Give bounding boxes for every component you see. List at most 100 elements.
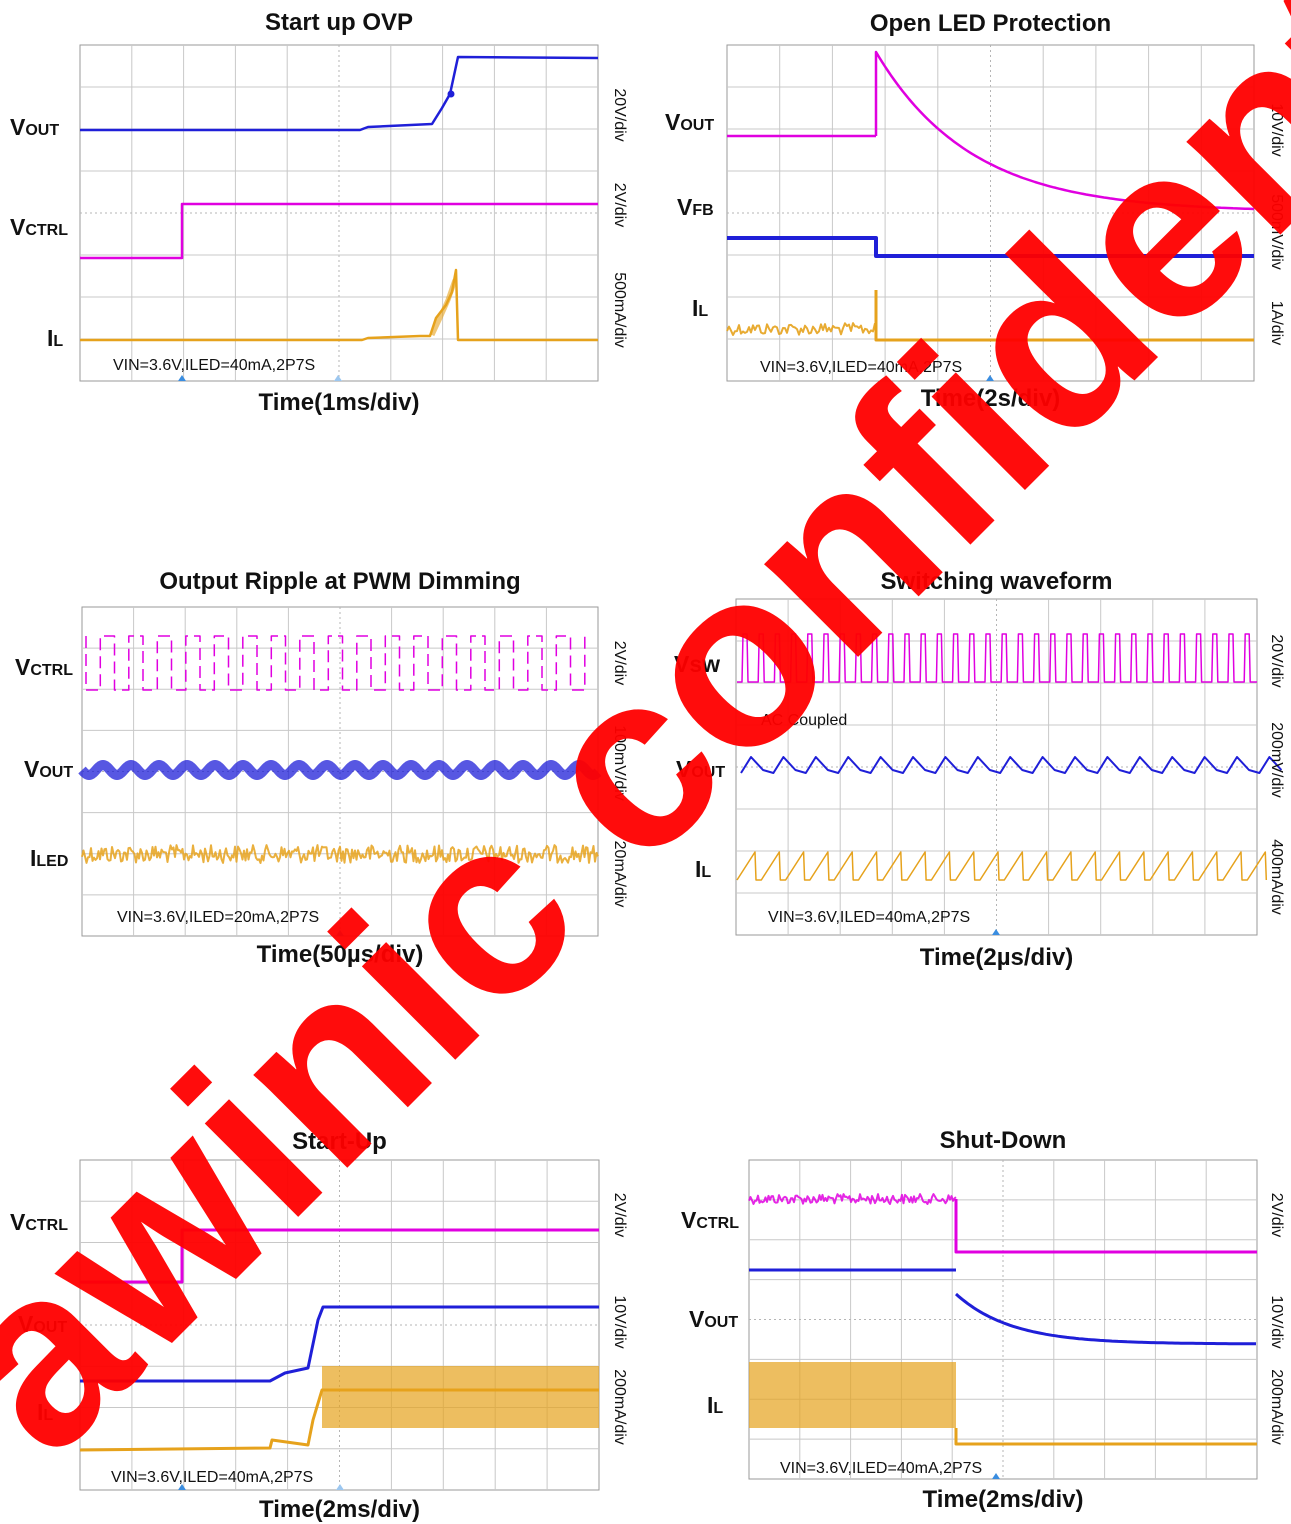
channel-scale: 2V/div <box>1268 1193 1285 1237</box>
signal-label-vctrl: VCTRL <box>15 654 73 680</box>
chart-title: Start up OVP <box>265 9 413 36</box>
scope-chart-5: Start-Up Time(2ms/div) VIN=3.6V,ILED=40mA,… <box>10 1128 628 1523</box>
test-condition: VIN=3.6V,ILED=40mA,2P7S <box>780 1460 982 1477</box>
x-axis-label: Time(2s/div) <box>921 385 1061 412</box>
signal-label-vout: VOUT <box>689 1306 738 1332</box>
signal-label-vctrl: VCTRL <box>681 1207 739 1233</box>
trace-blue <box>80 1305 599 1383</box>
signal-label-main: I <box>30 845 36 871</box>
scope-chart-1: Start up OVP Time(1ms/div) VIN=3.6V,ILED=4… <box>10 9 628 416</box>
signal-label-sub: OUT <box>33 1319 67 1336</box>
channel-scale: 500mV/div <box>1268 194 1285 270</box>
trace-magenta <box>85 635 586 691</box>
signal-label-main: Vsw <box>674 651 720 677</box>
coupling-annotation: AC Coupled <box>761 712 847 729</box>
signal-label-main: V <box>676 756 692 782</box>
signal-label-main: V <box>689 1306 705 1332</box>
signal-label-main: V <box>10 114 26 140</box>
signal-label-il: IL <box>37 1399 53 1425</box>
trace-envelope <box>322 1366 599 1428</box>
channel-scale: 20mA/div <box>611 841 628 908</box>
trace-blue <box>740 756 1283 774</box>
signal-label-vout: VOUT <box>24 756 73 782</box>
trace-blue <box>78 760 602 780</box>
signal-label-sub: OUT <box>680 117 714 134</box>
signal-label-vout: VOUT <box>18 1311 67 1337</box>
trace-orange <box>81 844 599 864</box>
signal-label-main: I <box>707 1392 713 1418</box>
x-axis-label: Time(1ms/div) <box>259 389 420 416</box>
signal-label-sub: FB <box>692 202 713 219</box>
signal-label-main: I <box>47 325 53 351</box>
signal-label-sub: CTRL <box>25 222 68 239</box>
signal-label-sub: L <box>698 303 708 320</box>
channel-scale: 100mV/div <box>611 725 628 801</box>
signal-label-il: IL <box>707 1392 723 1418</box>
channel-scale: 2V/div <box>611 1193 628 1237</box>
signal-label-vout: VOUT <box>676 756 725 782</box>
test-condition: VIN=3.6V,ILED=40mA,2P7S <box>113 357 315 374</box>
trigger-marker <box>334 375 342 381</box>
scope-chart-2: Open LED Protection Time(2s/div) VIN=3.6V,… <box>665 10 1285 412</box>
channel-scale: 2V/div <box>611 183 628 227</box>
signal-label-vout: VOUT <box>665 109 714 135</box>
signal-label-main: V <box>677 194 693 220</box>
trigger-marker <box>336 1484 344 1490</box>
traces <box>726 50 1255 342</box>
signal-label-vsw: Vsw <box>674 651 720 677</box>
trace-orange <box>954 1428 1257 1446</box>
signal-label-main: V <box>10 1209 26 1235</box>
traces <box>78 635 602 864</box>
channel-scale: 400mA/div <box>1268 839 1285 915</box>
channel-scale: 20V/div <box>611 88 628 141</box>
channel-scale: 500mA/div <box>611 272 628 348</box>
chart-title: Open LED Protection <box>870 10 1111 37</box>
signal-label-vout: VOUT <box>10 114 59 140</box>
trace-blue <box>80 55 599 132</box>
scope-chart-4: Switching waveform Time(2µs/div) VIN=3.6V,… <box>674 568 1285 971</box>
channel-scale: 10V/div <box>611 1295 628 1348</box>
x-axis-label: Time(2ms/div) <box>923 1486 1084 1513</box>
signal-label-main: V <box>24 756 40 782</box>
test-condition: VIN=3.6V,ILED=40mA,2P7S <box>760 359 962 376</box>
signal-label-main: V <box>15 654 31 680</box>
signal-label-il: IL <box>47 325 63 351</box>
traces <box>80 55 599 342</box>
signal-label-main: V <box>681 1207 697 1233</box>
signal-label-sub: L <box>43 1407 53 1424</box>
signal-label-main: V <box>10 214 26 240</box>
signal-label-main: I <box>37 1399 43 1425</box>
test-condition: VIN=3.6V,ILED=40mA,2P7S <box>111 1469 313 1486</box>
trace-orange <box>736 851 1268 881</box>
signal-label-main: V <box>18 1311 34 1337</box>
grid <box>80 45 598 381</box>
channel-scale: 200mA/div <box>1268 1369 1285 1445</box>
traces <box>748 1193 1257 1446</box>
signal-label-sub: L <box>53 333 63 350</box>
channel-scale: 200mA/div <box>611 1369 628 1445</box>
trace-orange <box>80 268 598 342</box>
chart-title: Output Ripple at PWM Dimming <box>159 568 520 595</box>
channel-scale: 10V/div <box>1268 103 1285 156</box>
signal-label-vctrl: VCTRL <box>10 214 68 240</box>
signal-label-sub: OUT <box>691 764 725 781</box>
trace-orange <box>429 279 458 337</box>
signal-label-sub: OUT <box>39 764 73 781</box>
trace-blue <box>727 236 1254 258</box>
x-axis-label: Time(50µs/div) <box>257 941 424 968</box>
trace-magenta <box>737 633 1257 683</box>
signal-label-sub: OUT <box>25 122 59 139</box>
signal-label-vfb: VFB <box>677 194 714 220</box>
grid <box>736 599 1257 935</box>
chart-title: Switching waveform <box>880 568 1112 595</box>
channel-scale: 2V/div <box>611 641 628 685</box>
trace-marker <box>447 90 455 98</box>
channel-scale: 10V/div <box>1268 1295 1285 1348</box>
trace-magenta <box>80 1228 599 1284</box>
traces <box>736 633 1283 881</box>
chart-title: Shut-Down <box>940 1127 1067 1154</box>
x-axis-label: Time(2µs/div) <box>920 944 1073 971</box>
signal-label-main: V <box>665 109 681 135</box>
trigger-marker <box>986 375 994 381</box>
